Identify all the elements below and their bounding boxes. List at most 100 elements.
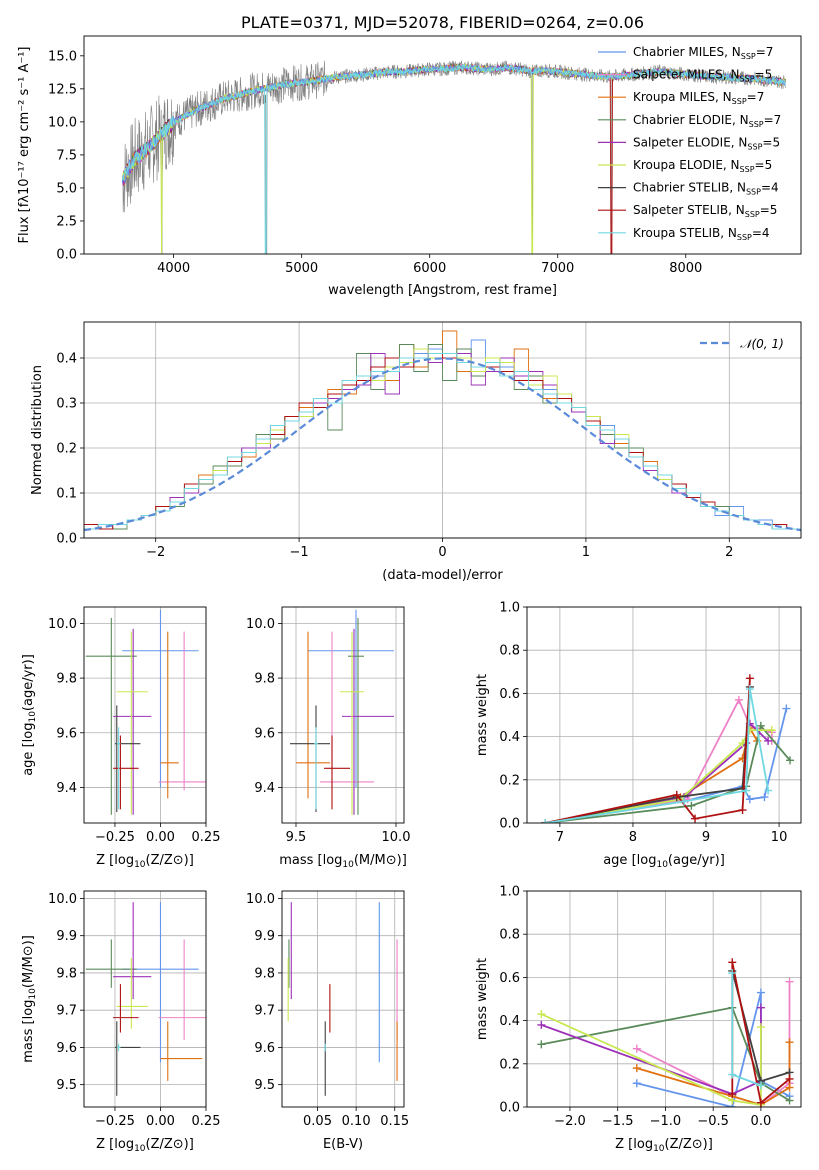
weight-line [545,721,769,823]
wage-x-axis-label: age [log10(age/yr)] [603,853,725,870]
agez-x-axis-label-main: Z [log [96,853,134,868]
legend-label-sub: SSP [737,233,752,242]
weight-marker [537,1040,546,1049]
agez-x-axis-label-end: (Z/Z⊙)] [146,853,194,868]
y-tick-label: 5.0 [56,181,77,196]
legend-label-sub: SSP [732,97,747,106]
agez-x-axis-label-sub: 10 [134,860,146,870]
legend-label-0: Chabrier MILES, NSSP=7 [633,45,773,61]
y-tick-label: 0.0 [56,248,77,263]
y-tick-label: 9.9 [254,929,275,944]
weight-marker [745,674,754,683]
weight-line [545,725,758,823]
errorbar-point-0 [308,609,394,788]
y-tick-label: 9.4 [56,781,77,796]
errorbar-point-5 [116,958,148,1029]
wz-x-axis-label-main: Z [log [615,1137,653,1152]
x-tick-label: 7 [556,830,564,845]
weight-series-5 [541,726,776,823]
weight-vs-metallicity-plot: −2.0 −1.5 −1.0 −0.5 0.0 0.0 0.2 0.4 0.6 0.8 1.0 Z [… [475,885,802,1154]
weight-marker [745,685,754,694]
spectrum-plot: 4000 5000 6000 7000 8000 0.0 2.5 5.0 7.5 10.0 12.5… [17,13,802,298]
x-tick-label: 10.0 [382,830,411,845]
weight-series-1 [541,695,776,823]
weight-marker [632,1079,641,1088]
weight-marker [756,988,765,997]
weight-marker [728,1090,737,1099]
x-tick-label: 4000 [157,261,190,276]
legend-label-normal: 𝒩(0, 1) [740,337,784,351]
weight-marker [785,1038,794,1047]
agez-x-axis-label: Z [log10(Z/Z⊙)] [96,853,194,870]
y-tick-label: 0.2 [56,442,77,457]
spectrum-lines [121,60,786,254]
normal-reference-curve [84,357,801,532]
weight-series-2 [541,723,762,823]
massz-y-axis-label: mass [log10(M/M⊙)] [21,935,38,1063]
massz-x-axis-label: Z [log10(Z/Z⊙)] [96,1137,194,1154]
x-tick-label: 10 [771,830,788,845]
weight-marker [632,1044,641,1053]
x-tick-label: 5000 [285,261,318,276]
y-tick-label: 10.0 [48,617,77,632]
x-tick-label: −1.5 [602,1114,634,1129]
legend-label-main: Kroupa STELIB, N [633,226,737,240]
axes-frame [281,890,405,1108]
errorbar-point-7 [324,735,350,810]
y-tick-label: 10.0 [48,115,77,130]
agez-y-axis-label-main: age [log [21,723,36,776]
weight-marker [764,736,773,745]
weight-marker [687,801,696,810]
axes-frame [281,606,405,824]
x-tick-label: −0.25 [95,830,135,845]
x-tick-label: 0.10 [342,1114,371,1129]
wage-x-axis-label-sub: 10 [656,860,668,870]
y-tick-label: 9.9 [56,929,77,944]
errorbar-point-3 [85,939,137,988]
residual-histogram-plot: −2 −1 0 1 2 0.0 0.1 0.2 0.3 0.4 (data-model)/error… [30,321,802,583]
errorbar-point-2 [160,1021,203,1081]
errorbars [85,902,206,1096]
legend-label-main: Salpeter MILES, N [633,68,740,82]
x-tick-label: 0.25 [192,1114,221,1129]
agemass-x-axis-label-end: (M/M⊙)] [354,853,407,868]
errorbar-point-3 [85,617,137,815]
legend-label-1: Salpeter MILES, NSSP=5 [633,68,772,84]
x-tick-label: −1 [290,545,309,560]
weight-marker [672,790,681,799]
y-tick-label: 9.5 [254,1078,275,1093]
weight-marker [728,969,737,978]
x-tick-label: 0.00 [146,830,175,845]
legend-label-sub: SSP [741,52,756,61]
wz-x-axis-label-end: (Z/Z⊙)] [665,1137,713,1152]
axes-frame [83,606,207,824]
weight-lines [537,958,794,1107]
weight-marker [760,793,769,802]
y-tick-label: 0.4 [499,730,520,745]
y-tick-label: 0.3 [56,397,77,412]
y-tick-label: 9.5 [56,1078,77,1093]
age-vs-mass-plot: 9.5 10.0 9.4 9.6 9.8 10.0 mass [log10(M/M⊙)] [246,606,411,870]
wz-y-axis-label: mass weight [475,958,490,1040]
wage-x-axis-label-end: (age/yr)] [668,853,725,868]
y-tick-label: 9.6 [254,1041,275,1056]
wz-x-axis-label-sub: 10 [653,1144,665,1154]
y-tick-label: 10.0 [246,892,275,907]
agez-y-axis-label-sub: 10 [28,711,38,723]
x-tick-label: 8000 [669,261,702,276]
y-tick-label: 0.2 [499,773,520,788]
legend-label-end: =7 [756,45,774,59]
x-tick-label: 0.15 [380,1114,409,1129]
y-tick-label: 10.0 [48,892,77,907]
spectrum-x-axis-label: wavelength [Angstrom, rest frame] [328,283,557,298]
weight-marker [756,1081,765,1090]
legend-label-sub: SSP [749,120,764,129]
legend-label-4: Salpeter ELODIE, NSSP=5 [633,135,780,151]
x-tick-label: 8 [629,830,637,845]
y-tick-label: 1.0 [499,885,520,900]
y-tick-label: 7.5 [56,148,77,163]
x-tick-label: 0.00 [146,1114,175,1129]
massz-x-axis-label-main: Z [log [96,1137,134,1152]
